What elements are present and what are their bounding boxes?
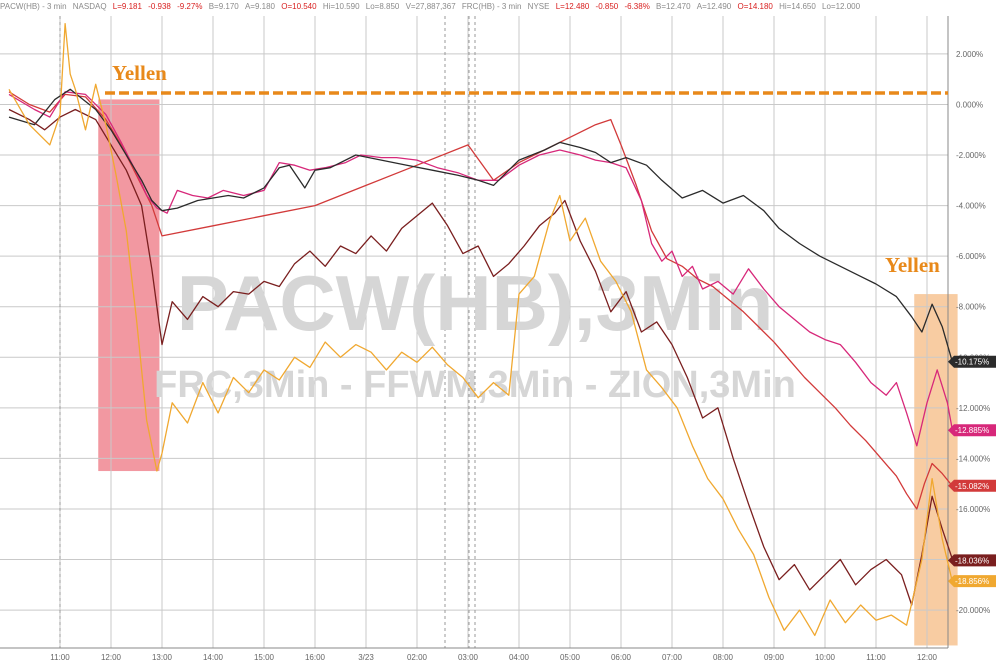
x-tick-label: 03:00 — [458, 653, 479, 662]
last-value-tag — [948, 575, 996, 588]
last-value-text: -18.036% — [955, 556, 989, 565]
x-tick-label: 05:00 — [560, 653, 581, 662]
y-tick-label: -16.000% — [956, 505, 990, 514]
frc-high: Hi=14.650 — [779, 2, 816, 11]
yellen-annotation-left: Yellen — [112, 61, 167, 85]
last-value-text: -15.082% — [955, 482, 989, 491]
last-value-tag — [948, 355, 996, 368]
y-tick-label: -14.000% — [956, 454, 990, 463]
x-tick-label: 12:00 — [101, 653, 122, 662]
yellen-annotation-right: Yellen — [885, 253, 940, 277]
x-tick-label: 10:00 — [815, 653, 836, 662]
x-tick-label: 08:00 — [713, 653, 734, 662]
pacw-bid: B=9.170 — [208, 2, 239, 11]
series-line-pacwhb — [8, 88, 954, 363]
x-tick-label: 04:00 — [509, 653, 530, 662]
frc-change: -0.850 — [595, 2, 619, 11]
pacw-percent: -9.27% — [177, 2, 203, 11]
y-tick-label: 2.000% — [956, 50, 983, 59]
x-tick-label: 11:00 — [50, 653, 70, 662]
frc-percent: -6.38% — [624, 2, 650, 11]
last-value-tag — [948, 424, 996, 437]
y-tick-label: -2.000% — [956, 151, 986, 160]
pacw-volume: V=27,887,367 — [405, 2, 456, 11]
last-value-tag — [948, 479, 996, 492]
pacw-change: -0.938 — [148, 2, 171, 11]
series-lines — [8, 22, 954, 637]
y-axis: 2.000% 0.000% -2.000% -4.000% -6.000% -8.000%… — [956, 50, 990, 615]
pacw-exchange: NASDAQ — [72, 2, 107, 11]
y-tick-label: -12.000% — [956, 404, 990, 413]
last-value-text: -18.856% — [955, 577, 989, 586]
yellen-highlight-2 — [914, 294, 958, 646]
pacw-open: O=10.540 — [281, 2, 317, 11]
x-tick-label: 16:00 — [305, 653, 326, 662]
y-tick-label: -4.000% — [956, 202, 986, 211]
last-value-text: -12.885% — [955, 426, 989, 435]
pacw-ask: A=9.180 — [244, 2, 275, 11]
frc-exchange: NYSE — [527, 2, 550, 11]
frc-open: O=14.180 — [737, 2, 773, 11]
frc-bid: B=12.470 — [656, 2, 691, 11]
watermark-line-2: FRC,3Min - FFWM,3Min - ZION,3Min — [154, 364, 796, 406]
last-value-tag — [948, 554, 996, 567]
x-tick-label: 15:00 — [254, 653, 275, 662]
series-line-frc — [8, 91, 954, 447]
pacw-symbol: PACW(HB) - 3 min — [0, 2, 67, 11]
frc-symbol: FRC(HB) - 3 min — [461, 2, 522, 11]
pacw-low: Lo=8.850 — [365, 2, 400, 11]
series-line-orange — [8, 22, 954, 637]
x-tick-label: 13:00 — [152, 653, 173, 662]
y-tick-label: -20.000% — [956, 606, 990, 615]
grid — [0, 16, 949, 649]
x-tick-label: 3/23 — [358, 653, 374, 662]
watermark: PACW(HB),3Min FRC,3Min - FFWM,3Min - ZIO… — [154, 259, 796, 406]
x-tick-label: 06:00 — [611, 653, 632, 662]
x-tick-label: 12:00 — [917, 653, 938, 662]
x-axis: 11:00 12:00 13:00 14:00 15:00 16:00 3/23 02:00 0… — [50, 653, 937, 662]
frc-low: Lo=12.000 — [822, 2, 861, 11]
y-tick-label: 0.000% — [956, 100, 983, 109]
x-tick-label: 02:00 — [407, 653, 428, 662]
x-tick-label: 09:00 — [764, 653, 785, 662]
y-tick-label: -6.000% — [956, 252, 986, 261]
x-tick-label: 11:00 — [866, 653, 886, 662]
frc-last: L=12.480 — [555, 2, 590, 11]
ticker-header: PACW(HB) - 3 min NASDAQ L=9.181 -0.938 -… — [0, 0, 1000, 14]
series-line-ffwm — [8, 108, 954, 606]
pacw-high: Hi=10.590 — [322, 2, 360, 11]
frc-ask: A=12.490 — [696, 2, 732, 11]
last-value-labels: -10.175% -12.885% -15.082% -18.036% -18.856% — [948, 355, 996, 588]
last-value-text: -10.175% — [955, 358, 989, 367]
pacw-last: L=9.181 — [112, 2, 142, 11]
x-tick-label: 14:00 — [203, 653, 224, 662]
watermark-line-1: PACW(HB),3Min — [177, 259, 773, 347]
y-tick-label: -8.000% — [956, 303, 986, 312]
x-tick-label: 07:00 — [662, 653, 683, 662]
